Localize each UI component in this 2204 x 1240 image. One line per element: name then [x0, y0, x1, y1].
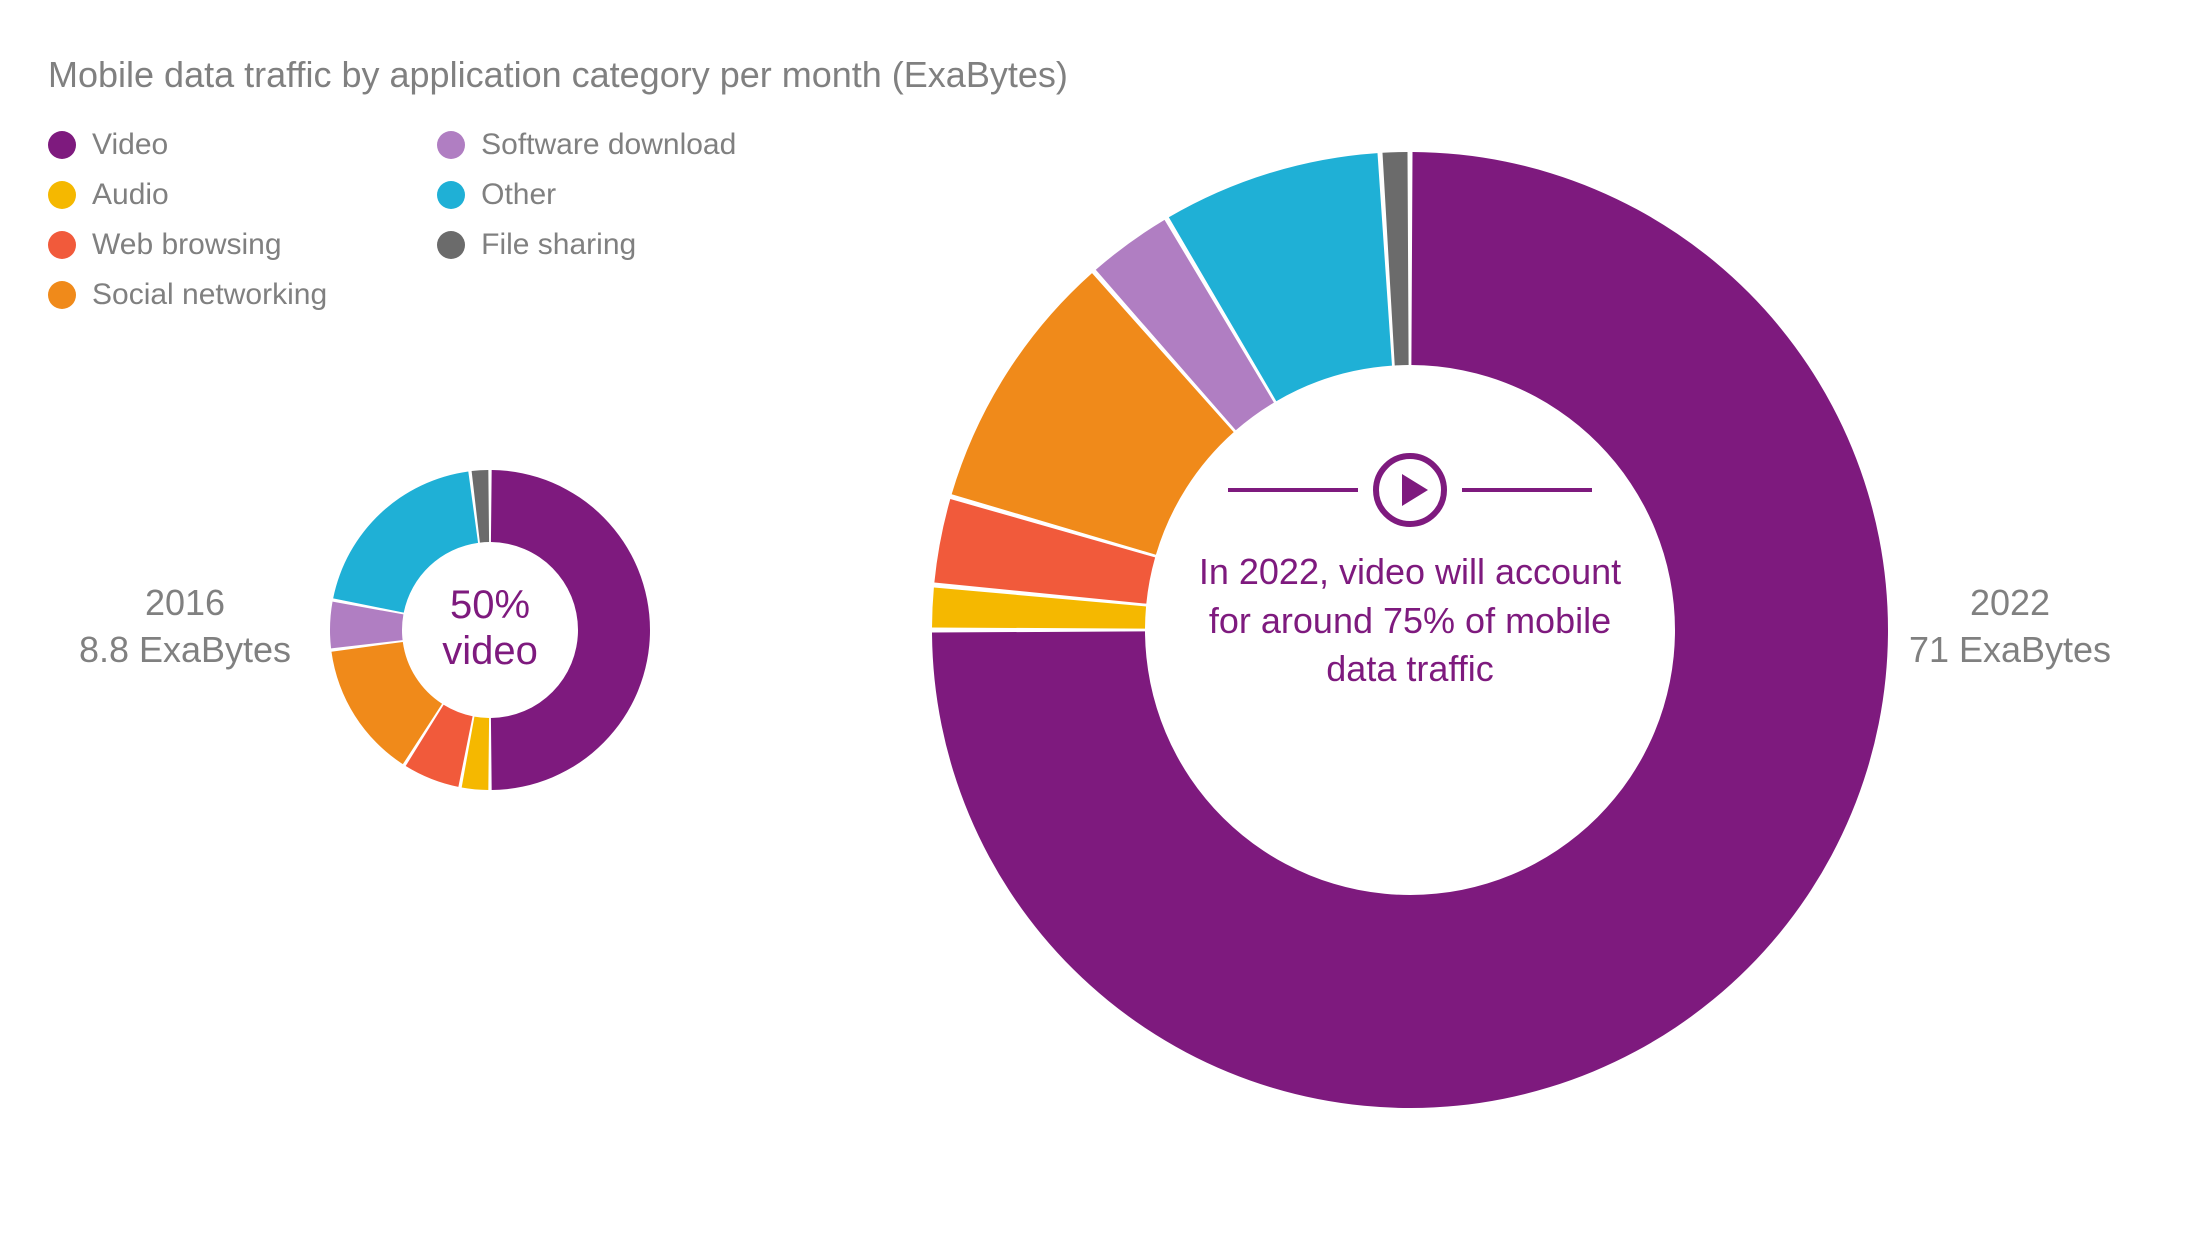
rule-right [1462, 488, 1592, 492]
donut-charts-svg [0, 0, 2204, 1240]
donut-2016-center: 50% video [402, 582, 578, 674]
donut-2022-center: In 2022, video will account for around 7… [1190, 450, 1630, 694]
donut-2016-center-line1: 50% [402, 582, 578, 628]
donut-2022-center-text: In 2022, video will account for around 7… [1190, 548, 1630, 694]
play-icon-row [1190, 450, 1630, 530]
donut-2016-center-line2: video [402, 628, 578, 674]
play-icon [1370, 450, 1450, 530]
rule-left [1228, 488, 1358, 492]
